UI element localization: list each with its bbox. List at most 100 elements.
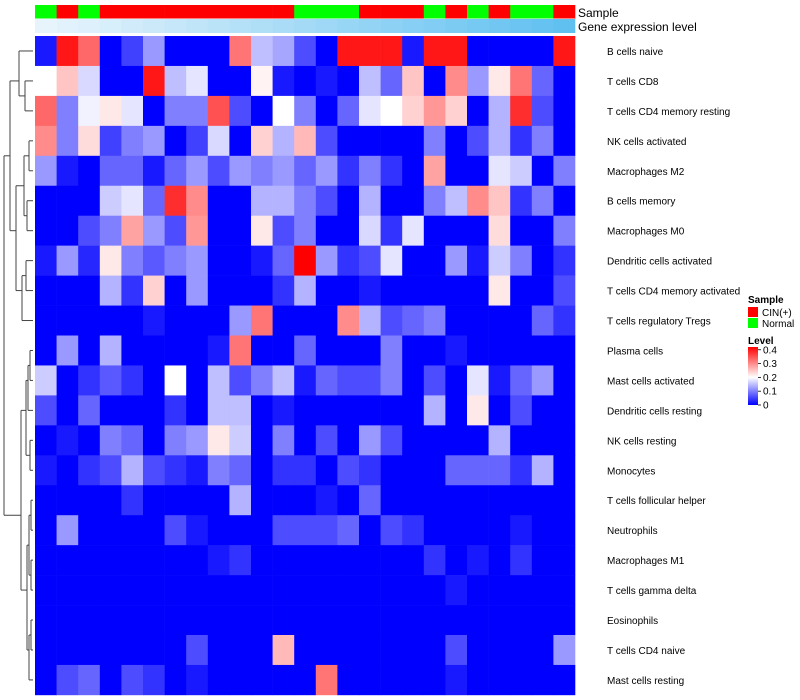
heatmap-cell	[553, 635, 576, 666]
heatmap-cell	[380, 515, 403, 546]
heatmap-cell	[56, 95, 79, 127]
heatmap-cell	[402, 65, 425, 97]
heatmap-cell	[251, 635, 273, 666]
heatmap-cell	[99, 605, 122, 636]
heatmap-cell	[445, 395, 468, 426]
row-label: Mast cells activated	[607, 376, 694, 387]
heatmap-cell	[56, 125, 79, 157]
row-label: Monocytes	[607, 466, 655, 477]
heatmap-cell	[359, 545, 381, 576]
heatmap-cell	[423, 245, 446, 276]
heatmap-cell	[488, 36, 511, 67]
heatmap-cell	[488, 275, 511, 306]
heatmap-cell	[531, 395, 554, 426]
heatmap-cell	[207, 95, 230, 127]
heatmap-cell	[380, 575, 403, 606]
heatmap-cell	[553, 365, 576, 396]
heatmap-cell	[35, 155, 57, 187]
heatmap-cell	[510, 635, 533, 666]
heatmap-cell	[553, 95, 576, 127]
heatmap-cell	[78, 395, 101, 426]
heatmap-cell	[164, 485, 187, 516]
heatmap-cell	[251, 425, 273, 456]
heatmap-cell	[467, 515, 489, 546]
gene-annotation-label: Gene expression level	[578, 20, 697, 34]
heatmap-cell	[78, 545, 101, 576]
row-labels: B cells naive T cells CD8 T cells CD4 memo…	[607, 47, 740, 687]
sample-cell	[207, 5, 230, 19]
heatmap-cell	[78, 155, 101, 187]
heatmap-cell	[78, 635, 101, 666]
heatmap-cell	[510, 365, 533, 396]
row-label: Mast cells resting	[607, 676, 684, 687]
heatmap-cell	[488, 485, 511, 516]
heatmap-cell	[402, 605, 425, 636]
heatmap-cell	[207, 155, 230, 187]
heatmap-cell	[488, 365, 511, 396]
heatmap-cell	[56, 65, 79, 97]
heatmap-cell	[423, 215, 446, 246]
heatmap-cell	[186, 515, 209, 546]
gene-expression-cell	[423, 19, 446, 33]
heatmap-cell	[531, 515, 554, 546]
heatmap-cell	[359, 95, 381, 127]
heatmap-cell	[186, 605, 209, 636]
heatmap-cell	[143, 664, 165, 696]
heatmap-cell	[56, 36, 79, 67]
heatmap-cell	[78, 664, 101, 696]
heatmap-cell	[359, 185, 381, 216]
heatmap-cell	[186, 36, 209, 67]
heatmap-cell	[294, 455, 317, 486]
heatmap-cell	[186, 455, 209, 486]
heatmap-cell	[121, 36, 144, 67]
heatmap-cell	[423, 185, 446, 216]
heatmap-cell	[78, 425, 101, 456]
heatmap-cell	[56, 575, 79, 606]
row-label: Neutrophils	[607, 526, 658, 537]
heatmap-cell	[315, 155, 338, 187]
heatmap-cell	[164, 245, 187, 276]
heatmap-cell	[402, 305, 425, 336]
heatmap-cell	[531, 575, 554, 606]
heatmap-cell	[251, 275, 273, 306]
heatmap-cell	[229, 155, 252, 187]
heatmap-cell	[510, 515, 533, 546]
heatmap-cell	[229, 245, 252, 276]
heatmap-cell	[164, 275, 187, 306]
heatmap-cell	[207, 275, 230, 306]
heatmap-cell	[143, 155, 165, 187]
heatmap-cell	[121, 215, 144, 246]
heatmap-cell	[553, 275, 576, 306]
sample-annotation-label: Sample	[578, 6, 619, 20]
heatmap-cell	[380, 485, 403, 516]
heatmap-cell	[337, 485, 360, 516]
heatmap-cell	[143, 425, 165, 456]
heatmap-cell	[143, 545, 165, 576]
heatmap-cell	[78, 65, 101, 97]
heatmap-cell	[467, 605, 489, 636]
heatmap-cell	[251, 125, 273, 157]
heatmap-cell	[164, 425, 187, 456]
heatmap-cell	[380, 155, 403, 187]
heatmap-cell	[35, 125, 57, 157]
heatmap-cell	[467, 215, 489, 246]
heatmap-cell	[294, 605, 317, 636]
heatmap-cell	[164, 155, 187, 187]
heatmap-cell	[488, 395, 511, 426]
row-label: Macrophages M1	[607, 556, 685, 567]
heatmap-cell	[445, 485, 468, 516]
heatmap-cell	[56, 215, 79, 246]
gene-expression-cell	[337, 19, 360, 33]
legend-label-cin: CIN(+)	[762, 308, 792, 319]
heatmap-cell	[337, 605, 360, 636]
heatmap-cell	[121, 155, 144, 187]
heatmap-cell	[56, 664, 79, 696]
heatmap-cell	[35, 215, 57, 246]
heatmap-cell	[423, 635, 446, 666]
sample-cell	[56, 5, 79, 19]
heatmap-cell	[445, 185, 468, 216]
heatmap-cell	[35, 395, 57, 426]
heatmap-cell	[423, 425, 446, 456]
heatmap-cell	[315, 664, 338, 696]
heatmap-cell	[99, 245, 122, 276]
